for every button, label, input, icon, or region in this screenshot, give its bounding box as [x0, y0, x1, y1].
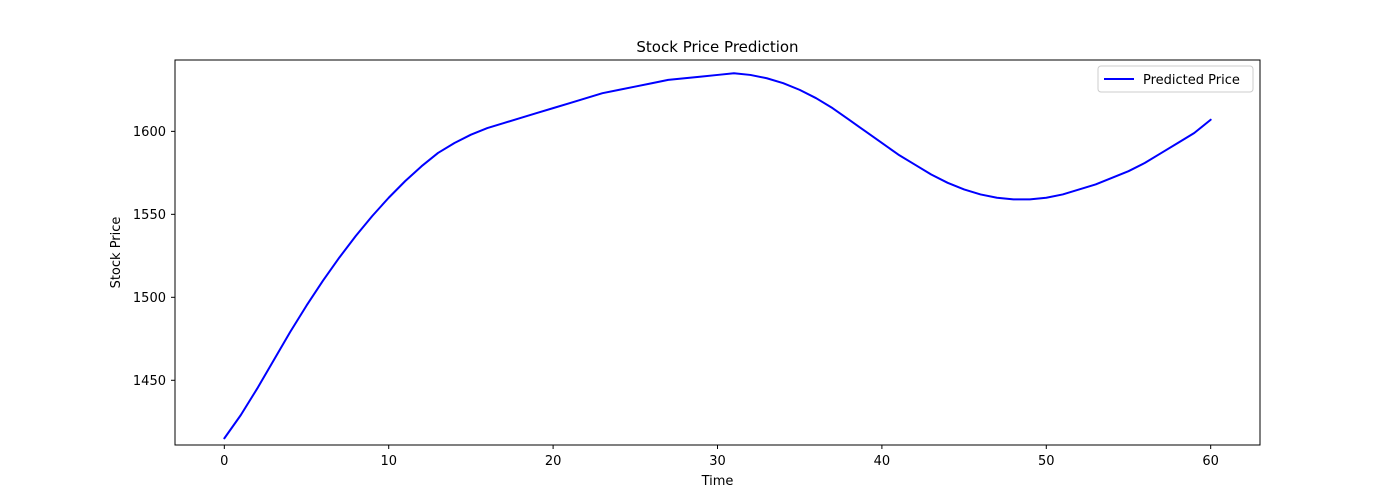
x-tick-label: 10	[380, 454, 397, 469]
y-tick-label: 1550	[133, 208, 166, 223]
x-tick-label: 30	[709, 454, 726, 469]
y-axis: 1450 1500 1550 1600	[133, 125, 175, 389]
y-tick-label: 1500	[133, 291, 166, 306]
x-tick-label: 50	[1038, 454, 1055, 469]
series-group	[223, 72, 1212, 440]
series-line	[223, 72, 1212, 440]
y-tick-label: 1450	[133, 374, 166, 389]
x-tick-label: 0	[220, 454, 228, 469]
x-tick-label: 60	[1202, 454, 1219, 469]
x-tick-label: 20	[545, 454, 562, 469]
x-tick-label: 40	[874, 454, 891, 469]
legend-box	[1097, 65, 1254, 93]
legend: Predicted Price	[1097, 65, 1254, 93]
chart-title: Stock Price Prediction	[636, 38, 798, 56]
x-axis: 0 10 20 30 40 50 60	[220, 445, 1219, 469]
y-tick-label: 1600	[133, 125, 166, 140]
x-axis-label: Time	[701, 474, 734, 489]
legend-label: Predicted Price	[1143, 73, 1240, 88]
y-axis-label: Stock Price	[109, 217, 124, 289]
